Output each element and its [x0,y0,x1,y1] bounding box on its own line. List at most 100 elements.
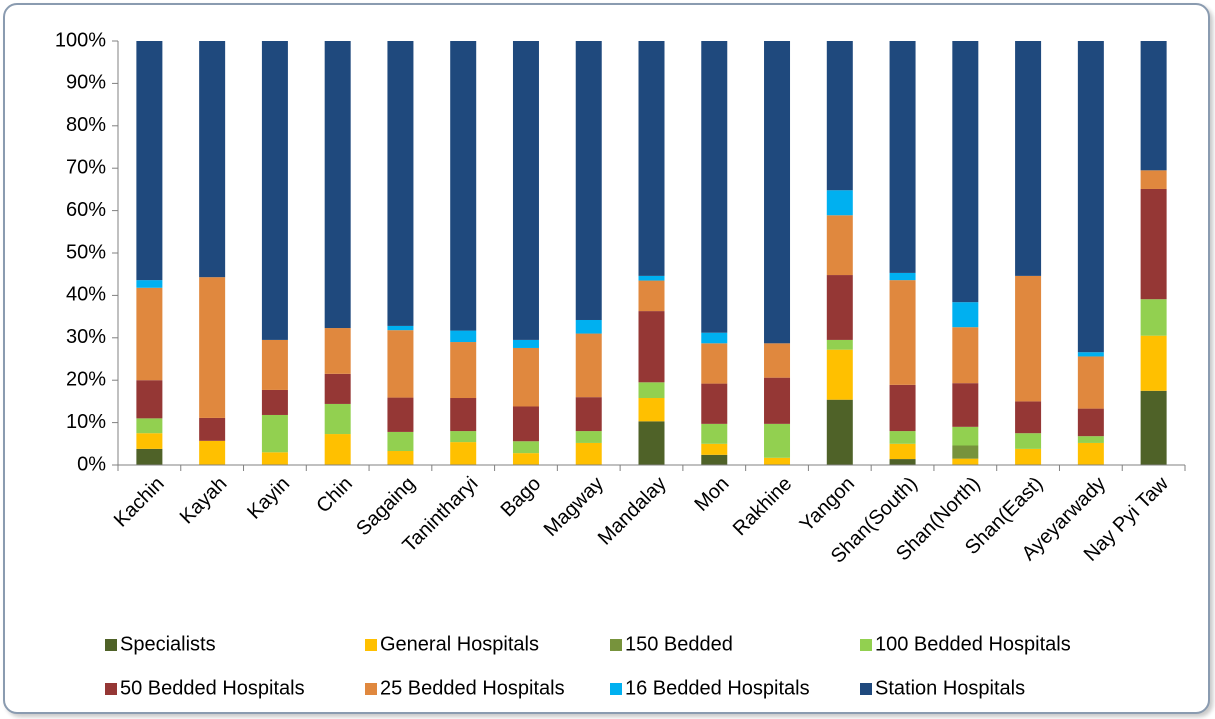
bar-segment [575,442,602,465]
y-tick-label: 30% [66,326,106,348]
bar-segment [387,451,414,465]
y-tick-label: 40% [66,284,106,306]
bar-segment [764,343,791,378]
bar-segment [575,41,602,320]
bar-segment [1140,299,1167,336]
bar-segment [450,342,477,399]
bar-segment [1015,275,1042,402]
bar-segment [136,448,163,465]
bar-segment [261,414,288,453]
bar-segment [952,445,979,459]
bar-segment [575,319,602,334]
bar-segment [764,457,791,465]
bar-segment [826,190,853,216]
bar-segment [952,327,979,384]
bar-segment [387,41,414,326]
bar-segment [450,41,477,331]
bar-segment [701,41,728,333]
x-tick-label: Chin [312,473,357,518]
legend-label: Station Hospitals [875,677,1025,699]
x-tick-label: Yangon [796,473,859,536]
legend-label: 100 Bedded Hospitals [875,633,1071,655]
legend-swatch [610,639,622,651]
bar-segment [889,431,916,444]
legend-label: Specialists [120,633,216,655]
legend-label: 150 Bedded [625,633,733,655]
bar-segment [826,41,853,191]
bar-segment [952,302,979,328]
bar-segment [324,41,351,329]
legend-label: General Hospitals [380,633,539,655]
x-tick-label: Kayin [243,473,294,524]
y-tick-label: 70% [66,156,106,178]
bar-segment [1077,408,1104,437]
bar-segment [638,311,665,383]
bar-segment [952,41,979,303]
bar-segment [764,41,791,344]
legend-label: 50 Bedded Hospitals [120,677,305,699]
bar-segment [1015,401,1042,434]
bar-segment [261,452,288,465]
bar-segment [387,431,414,452]
bar-segment [1077,352,1104,357]
x-tick-label: Kayah [176,473,232,529]
bar-segment [199,417,226,441]
bar-segment [1015,448,1042,465]
legend-swatch [860,639,872,651]
bar-segment [1140,170,1167,189]
legend-swatch [365,683,377,695]
bar-segment [450,431,477,443]
bar-segment [387,397,414,432]
bar-segment [136,287,163,381]
bar-segment [889,443,916,460]
bar-segment [1015,41,1042,276]
bar-segment [261,41,288,340]
y-tick-label: 60% [66,199,106,221]
bar-segment [261,339,288,390]
legend-label: 16 Bedded Hospitals [625,677,810,699]
y-tick-label: 90% [66,72,106,94]
bar-segment [324,373,351,404]
bar-segment [512,347,539,407]
bar-segment [136,41,163,281]
bar-segment [136,380,163,419]
bar-segment [450,330,477,343]
y-tick-label: 0% [77,453,106,475]
bar-segment [199,440,226,465]
bar-segment [324,403,351,435]
bar-segment [826,215,853,276]
bar-segment [324,434,351,465]
x-tick-label: Mon [690,473,733,516]
bar-segment [701,454,728,465]
bar-segment [1140,390,1167,465]
bar-segment [701,423,728,444]
bar-segment [638,41,665,276]
bar-segment [638,275,665,281]
legend-swatch [365,639,377,651]
bar-segment [1015,433,1042,449]
x-tick-label: Kachin [110,473,169,532]
bar-segment [701,443,728,455]
bar-segment [889,280,916,385]
bar-segment [764,377,791,424]
legend-swatch [860,683,872,695]
bar-segment [826,339,853,350]
bar-segment [1140,188,1167,300]
x-tick-label: Rakhine [729,473,796,540]
bar-segment [952,458,979,465]
y-tick-label: 100% [55,29,106,51]
bar-segment [261,389,288,415]
bar-segment [826,399,853,465]
legend-swatch [610,683,622,695]
bar-segment [764,423,791,458]
bar-segment [889,459,916,465]
legend-swatch [105,639,117,651]
bar-segment [1077,356,1104,409]
bar-segment [638,421,665,465]
y-tick-label: 10% [66,411,106,433]
y-tick-label: 50% [66,241,106,263]
y-tick-label: 80% [66,114,106,136]
bar-segment [889,272,916,281]
bar-segment [450,442,477,465]
